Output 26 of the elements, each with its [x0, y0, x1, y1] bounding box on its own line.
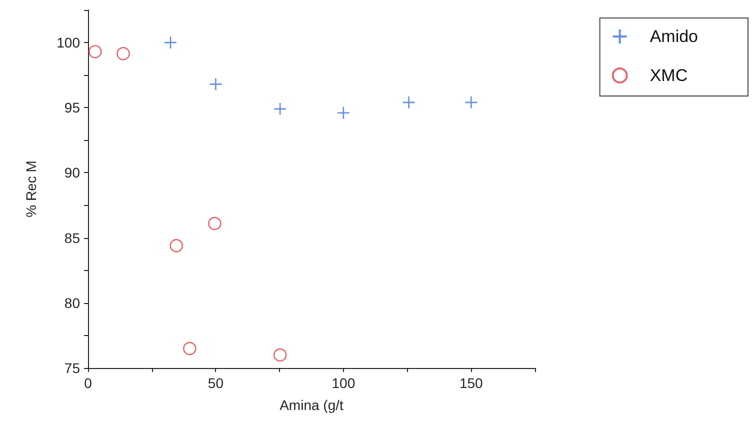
- y-tick-label: 75: [64, 360, 80, 376]
- y-tick-label: 90: [64, 164, 80, 181]
- point: [183, 342, 196, 356]
- legend-label: XMC: [650, 66, 688, 85]
- legend-label: Amido: [650, 27, 698, 46]
- x-tick-label: 100: [332, 375, 356, 391]
- x-tick-label: 150: [459, 375, 484, 391]
- point: [209, 78, 222, 91]
- point: [164, 36, 178, 50]
- y-tick-label: 100: [56, 34, 80, 51]
- y-axis-title: % Rec M: [23, 160, 39, 218]
- x-tick-label: 0: [84, 375, 92, 391]
- point: [170, 238, 184, 252]
- y-tick-label: 85: [64, 230, 80, 246]
- point: [336, 106, 350, 120]
- point: [88, 45, 102, 58]
- x-axis-title: Amina (g/t: [280, 397, 344, 413]
- point: [402, 96, 416, 110]
- point: [208, 216, 222, 230]
- y-tick-label: 80: [64, 294, 80, 311]
- x-tick-label: 50: [208, 375, 224, 391]
- point: [273, 348, 287, 362]
- point: [273, 102, 287, 116]
- point: [116, 46, 130, 60]
- y-tick-label: 95: [64, 100, 80, 116]
- point: [464, 96, 478, 110]
